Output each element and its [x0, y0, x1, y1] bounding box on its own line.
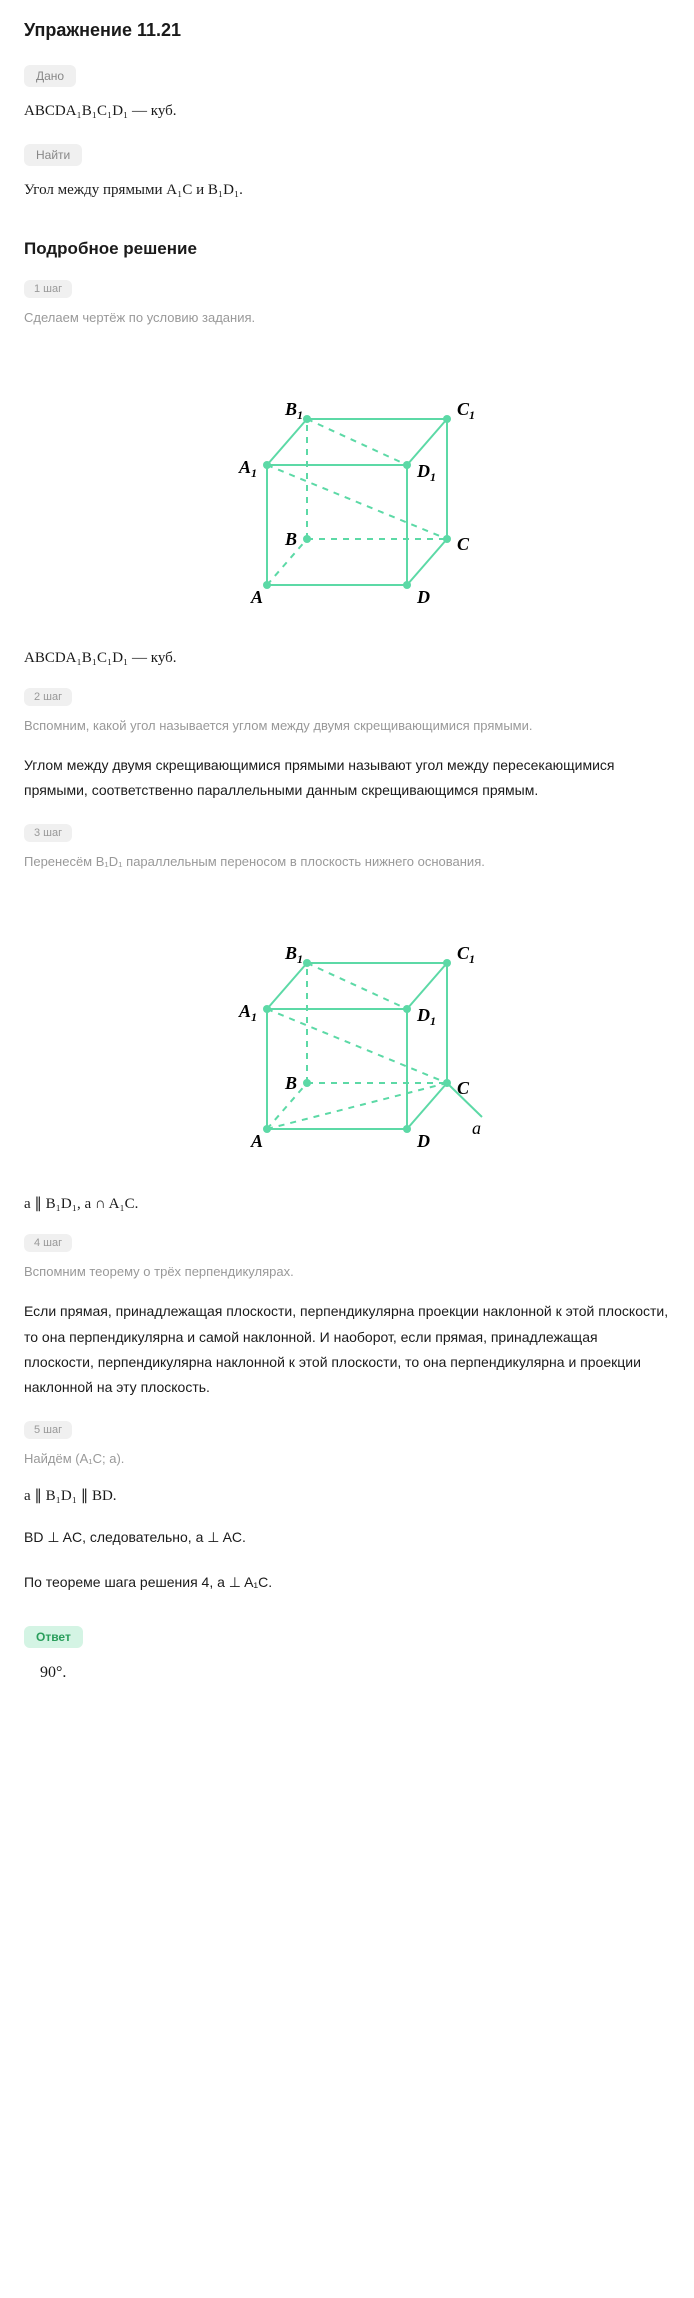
step2-label: 2 шаг	[24, 688, 72, 706]
step3-math: a ∥ B₁D₁, a ∩ A₁C.	[24, 1194, 670, 1213]
given-label: Дано	[24, 65, 76, 87]
step1-caption: ABCDA₁B₁C₁D₁ — куб.	[24, 650, 670, 667]
svg-text:D: D	[416, 1131, 430, 1151]
svg-text:C: C	[457, 534, 470, 554]
step4-body: Если прямая, принадлежащая плоскости, пе…	[24, 1299, 670, 1400]
step4-desc: Вспомним теорему о трёх перпендикулярах.	[24, 1264, 670, 1279]
figure-1: A D B C A1 D1 B1 C1	[24, 355, 670, 620]
svg-text:a: a	[472, 1118, 481, 1138]
find-text: Угол между прямыми A₁C и B₁D₁.	[24, 182, 670, 199]
step2-body: Углом между двумя скрещивающимися прямым…	[24, 753, 670, 803]
find-label: Найти	[24, 144, 82, 166]
step2-desc: Вспомним, какой угол называется углом ме…	[24, 718, 670, 733]
solution-title: Подробное решение	[24, 239, 670, 259]
svg-text:A: A	[250, 1131, 263, 1151]
figure-2: a A D B C A1 D1 B1 C1	[24, 899, 670, 1164]
svg-text:B: B	[284, 529, 297, 549]
answer-label: Ответ	[24, 1626, 83, 1648]
svg-text:C1: C1	[457, 399, 475, 422]
svg-text:D: D	[416, 587, 430, 607]
svg-text:A: A	[250, 587, 263, 607]
svg-text:B: B	[284, 1073, 297, 1093]
step1-label: 1 шаг	[24, 280, 72, 298]
step1-desc: Сделаем чертёж по условию задания.	[24, 310, 670, 325]
svg-text:A1: A1	[238, 1001, 257, 1024]
svg-text:C1: C1	[457, 943, 475, 966]
step5-label: 5 шаг	[24, 1421, 72, 1439]
svg-text:B1: B1	[284, 399, 303, 422]
step5-line1: a ∥ B₁D₁ ∥ BD.	[24, 1486, 670, 1505]
svg-text:D1: D1	[416, 1005, 436, 1028]
given-text: ABCDA₁B₁C₁D₁ — куб.	[24, 103, 670, 120]
step3-desc: Перенесём B₁D₁ параллельным переносом в …	[24, 854, 670, 869]
step5-line2: BD ⊥ AC, следовательно, a ⊥ AC.	[24, 1525, 670, 1550]
answer-value: 90°.	[24, 1664, 670, 1682]
step5-desc: Найдём (A₁C; a).	[24, 1451, 670, 1466]
svg-text:A1: A1	[238, 457, 257, 480]
exercise-title: Упражнение 11.21	[24, 20, 670, 41]
step3-label: 3 шаг	[24, 824, 72, 842]
step4-label: 4 шаг	[24, 1234, 72, 1252]
step5-line3: По теореме шага решения 4, a ⊥ A₁C.	[24, 1570, 670, 1595]
svg-text:B1: B1	[284, 943, 303, 966]
svg-text:D1: D1	[416, 461, 436, 484]
svg-text:C: C	[457, 1078, 470, 1098]
